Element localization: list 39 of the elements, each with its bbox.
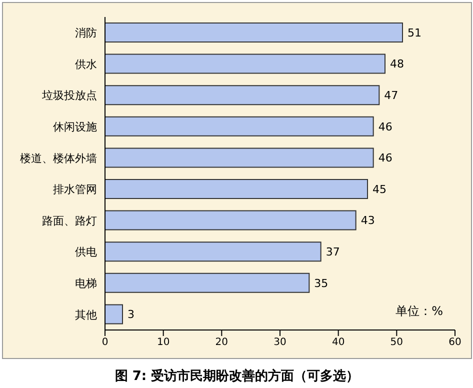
y-tick-label: 排水管网 (53, 183, 97, 196)
y-tick-label: 消防 (75, 26, 97, 40)
data-label: 45 (372, 182, 386, 196)
data-label: 43 (360, 214, 375, 228)
bar (105, 272, 310, 293)
bar (105, 179, 368, 199)
bar (105, 210, 356, 230)
x-tick-label: 20 (215, 337, 228, 348)
text: 图 7: 受访市民期盼改善的方面（可多选） (114, 368, 360, 385)
data-label: 37 (326, 246, 340, 259)
bar (105, 148, 374, 168)
data-label: 46 (378, 120, 392, 134)
y-tick-label: 楼道、楼体外墙 (20, 152, 97, 165)
y-tick-label: 路面、路灯 (42, 214, 97, 228)
annotation: 单位：% (396, 303, 443, 320)
bar (105, 242, 322, 262)
data-label: 46 (378, 152, 392, 165)
data-label: 35 (314, 276, 328, 290)
data-label: 47 (384, 89, 398, 102)
y-tick-label: 供水 (75, 58, 97, 71)
data-label: 48 (390, 58, 404, 71)
x-tick-label: 0 (102, 337, 108, 348)
data-label: 51 (408, 26, 422, 40)
y-tick-label: 垃圾投放点 (41, 89, 97, 102)
bar (105, 116, 374, 136)
bar (105, 54, 386, 74)
y-tick-label: 电梯 (75, 276, 97, 290)
x-tick-label: 40 (332, 337, 345, 348)
x-tick-label: 60 (448, 337, 462, 348)
y-tick-label: 其他 (75, 308, 97, 322)
bar (105, 304, 123, 324)
y-tick-label: 休闲设施 (53, 120, 97, 134)
y-tick-label: 供电 (75, 246, 97, 259)
x-tick-label: 50 (390, 337, 404, 348)
bar (105, 22, 403, 42)
x-tick-label: 10 (156, 337, 170, 348)
x-tick-label: 30 (274, 337, 286, 348)
data-label: 3 (128, 308, 134, 322)
bar (105, 85, 380, 106)
